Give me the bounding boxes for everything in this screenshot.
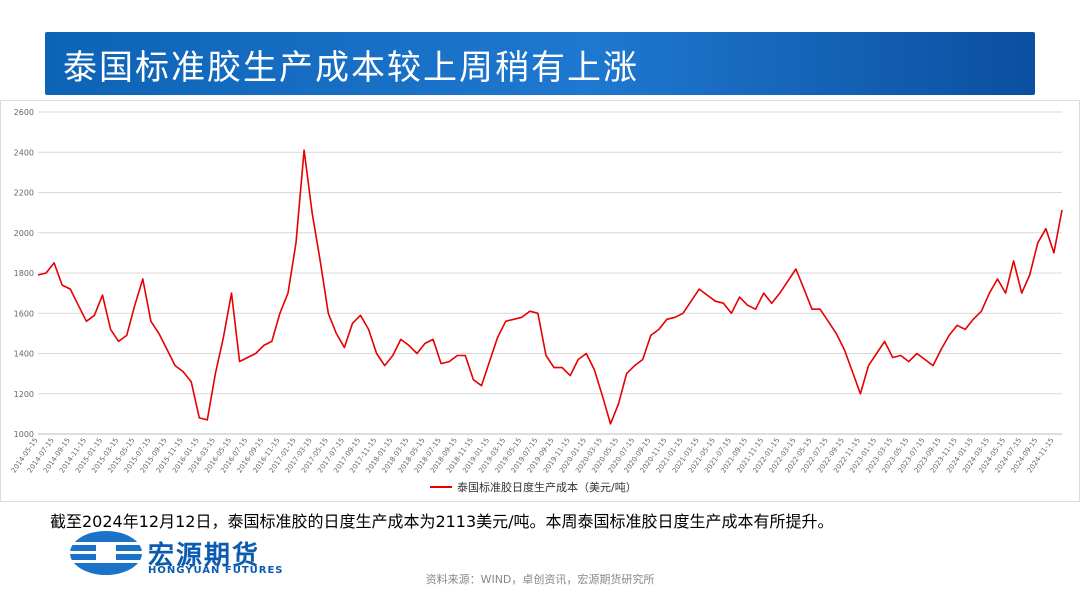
y-tick-label: 2600 — [14, 108, 34, 117]
y-tick-label: 2200 — [14, 189, 34, 198]
logo-square — [96, 544, 116, 562]
logo-icon — [70, 531, 142, 575]
source-note: 资料来源：WIND，卓创资讯，宏源期货研究所 — [425, 573, 655, 586]
logo-stripe — [70, 542, 142, 545]
y-tick-label: 1800 — [14, 269, 34, 278]
logo-name: 宏源期货 — [148, 541, 261, 571]
y-tick-label: 1200 — [14, 390, 34, 399]
legend-label: 泰国标准胶日度生产成本（美元/吨） — [457, 480, 637, 494]
y-tick-label: 1400 — [14, 350, 34, 359]
logo-subtitle: HONGYUAN FUTURES — [148, 565, 284, 576]
caption: 截至2024年12月12日，泰国标准胶的日度生产成本为2113美元/吨。本周泰国… — [50, 512, 834, 531]
slide-title: 泰国标准胶生产成本较上周稍有上涨 — [63, 48, 639, 88]
y-tick-label: 1000 — [14, 430, 34, 439]
y-tick-label: 2400 — [14, 148, 34, 157]
title-banner: 泰国标准胶生产成本较上周稍有上涨 — [45, 32, 1035, 95]
line-series — [37, 149, 1063, 425]
y-tick-label: 2000 — [14, 229, 34, 238]
y-tick-label: 1600 — [14, 309, 34, 318]
chart: 1000120014001600180020002200240026002014… — [10, 108, 1063, 494]
